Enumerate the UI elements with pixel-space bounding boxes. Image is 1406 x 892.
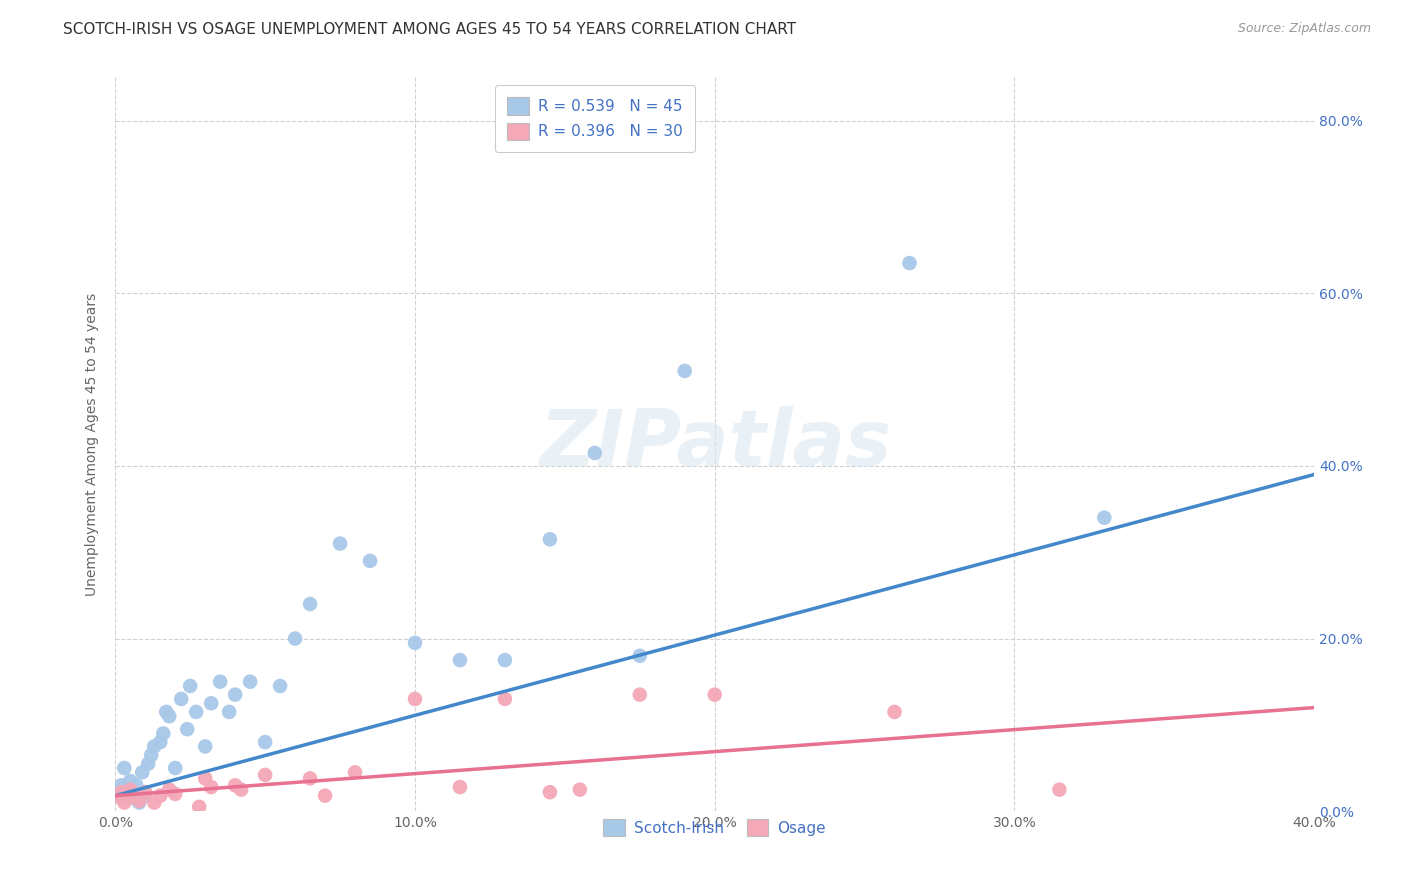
Point	[165, 787, 187, 801]
Point	[143, 739, 166, 754]
Point	[117, 791, 139, 805]
Point	[254, 768, 277, 782]
Legend: Scotch-Irish, Osage: Scotch-Irish, Osage	[596, 811, 834, 844]
Point	[170, 692, 193, 706]
Point	[224, 778, 246, 792]
Point	[107, 787, 129, 801]
Point	[1092, 510, 1115, 524]
Point	[628, 648, 651, 663]
Point	[494, 692, 516, 706]
Point	[120, 782, 142, 797]
Point	[110, 791, 132, 805]
Point	[110, 778, 132, 792]
Point	[107, 789, 129, 803]
Point	[404, 636, 426, 650]
Point	[112, 796, 135, 810]
Point	[136, 756, 159, 771]
Point	[155, 705, 177, 719]
Point	[404, 692, 426, 706]
Point	[583, 446, 606, 460]
Point	[200, 780, 222, 794]
Point	[157, 709, 180, 723]
Point	[179, 679, 201, 693]
Point	[224, 688, 246, 702]
Text: ZIPatlas: ZIPatlas	[538, 407, 891, 483]
Point	[538, 785, 561, 799]
Point	[231, 782, 253, 797]
Point	[149, 735, 172, 749]
Point	[239, 674, 262, 689]
Point	[218, 705, 240, 719]
Y-axis label: Unemployment Among Ages 45 to 54 years: Unemployment Among Ages 45 to 54 years	[86, 293, 100, 596]
Text: Source: ZipAtlas.com: Source: ZipAtlas.com	[1237, 22, 1371, 36]
Point	[1047, 782, 1070, 797]
Point	[165, 761, 187, 775]
Point	[128, 794, 150, 808]
Point	[128, 796, 150, 810]
Point	[209, 674, 232, 689]
Point	[125, 778, 148, 792]
Point	[188, 800, 211, 814]
Point	[186, 705, 208, 719]
Point	[568, 782, 591, 797]
Point	[134, 789, 156, 803]
Point	[143, 796, 166, 810]
Point	[149, 789, 172, 803]
Point	[449, 653, 471, 667]
Point	[329, 536, 352, 550]
Point	[284, 632, 307, 646]
Point	[200, 696, 222, 710]
Point	[449, 780, 471, 794]
Point	[703, 688, 725, 702]
Point	[110, 785, 132, 799]
Point	[194, 739, 217, 754]
Point	[314, 789, 336, 803]
Point	[883, 705, 905, 719]
Point	[299, 597, 322, 611]
Point	[117, 787, 139, 801]
Point	[112, 787, 135, 801]
Point	[141, 747, 163, 762]
Point	[494, 653, 516, 667]
Point	[538, 533, 561, 547]
Point	[122, 789, 145, 803]
Point	[344, 765, 367, 780]
Point	[112, 761, 135, 775]
Point	[628, 688, 651, 702]
Point	[359, 554, 381, 568]
Point	[152, 726, 174, 740]
Point	[176, 722, 198, 736]
Point	[157, 782, 180, 797]
Point	[120, 774, 142, 789]
Point	[254, 735, 277, 749]
Point	[299, 772, 322, 786]
Text: SCOTCH-IRISH VS OSAGE UNEMPLOYMENT AMONG AGES 45 TO 54 YEARS CORRELATION CHART: SCOTCH-IRISH VS OSAGE UNEMPLOYMENT AMONG…	[63, 22, 796, 37]
Point	[194, 772, 217, 786]
Point	[131, 765, 153, 780]
Point	[898, 256, 921, 270]
Point	[122, 791, 145, 805]
Point	[673, 364, 696, 378]
Point	[269, 679, 291, 693]
Point	[134, 785, 156, 799]
